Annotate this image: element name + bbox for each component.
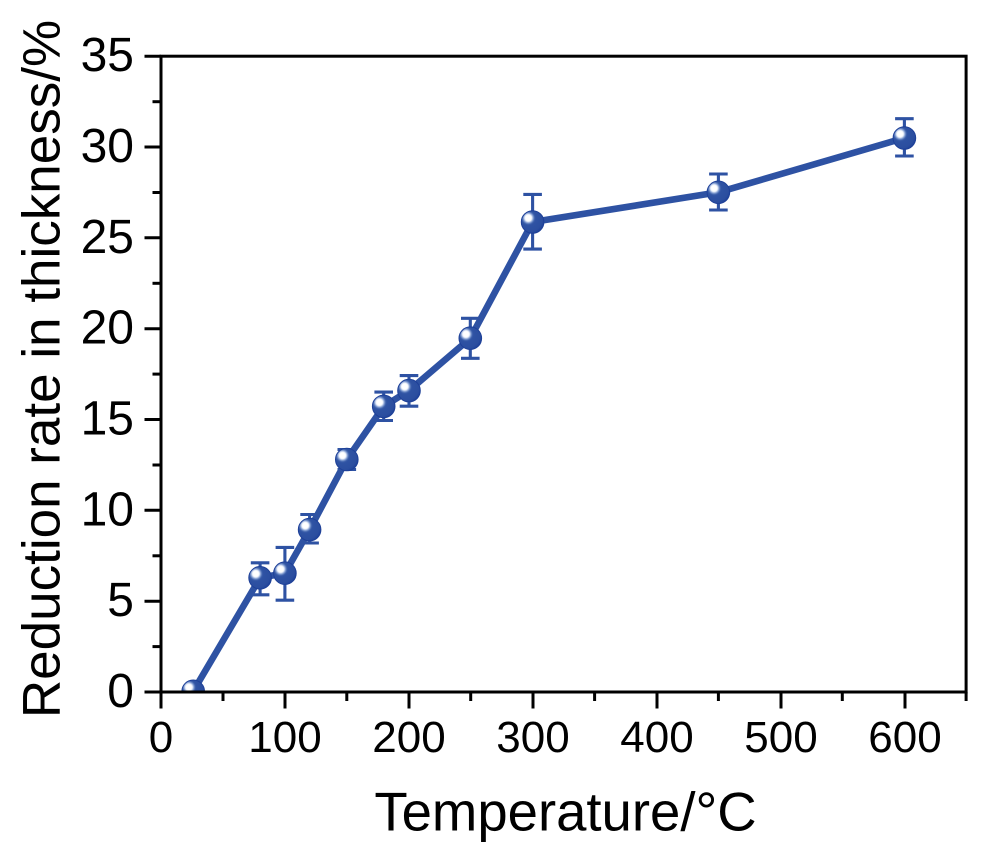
svg-text:400: 400 bbox=[620, 713, 693, 762]
svg-text:Temperature/°C: Temperature/°C bbox=[374, 782, 756, 843]
svg-text:35: 35 bbox=[81, 29, 134, 82]
svg-text:0: 0 bbox=[149, 713, 173, 762]
svg-text:15: 15 bbox=[81, 393, 134, 446]
svg-text:0: 0 bbox=[107, 665, 134, 718]
svg-text:100: 100 bbox=[248, 713, 321, 762]
svg-text:30: 30 bbox=[81, 120, 134, 173]
svg-text:20: 20 bbox=[81, 302, 134, 355]
svg-text:5: 5 bbox=[107, 574, 134, 627]
svg-text:200: 200 bbox=[372, 713, 445, 762]
svg-text:600: 600 bbox=[868, 713, 941, 762]
svg-text:500: 500 bbox=[744, 713, 817, 762]
svg-text:Reduction rate in thickness/%: Reduction rate in thickness/% bbox=[13, 20, 72, 718]
svg-text:25: 25 bbox=[81, 211, 134, 264]
svg-text:10: 10 bbox=[81, 483, 134, 536]
svg-text:300: 300 bbox=[496, 713, 569, 762]
